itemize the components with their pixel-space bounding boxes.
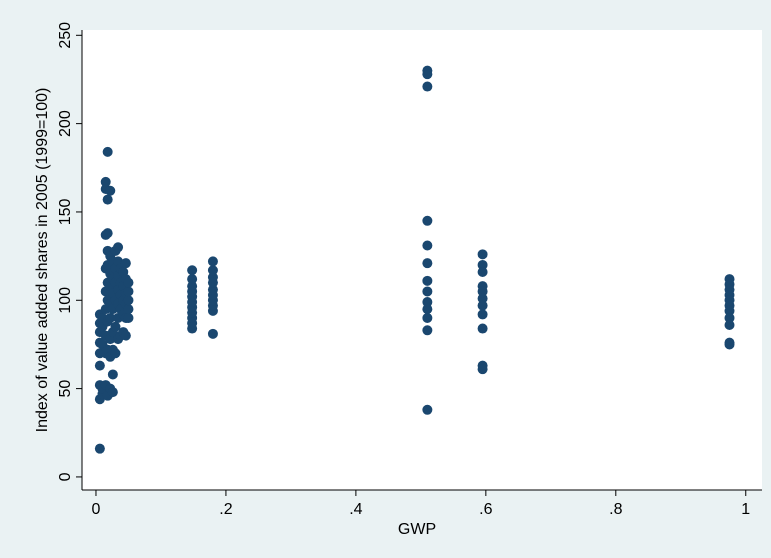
point: [123, 312, 134, 323]
point: [422, 81, 433, 92]
x-tick-label: .8: [609, 501, 622, 518]
point: [422, 404, 433, 415]
point: [94, 443, 105, 454]
y-tick-label: 100: [57, 287, 74, 314]
x-tick-label: .4: [349, 501, 362, 518]
point: [102, 228, 113, 239]
point: [477, 293, 488, 304]
point: [187, 281, 198, 292]
x-tick-label: 0: [92, 501, 101, 518]
point: [207, 272, 218, 283]
point: [102, 146, 113, 157]
point: [724, 339, 735, 350]
point: [100, 176, 111, 187]
point: [422, 69, 433, 80]
x-tick-label: .6: [479, 501, 492, 518]
point: [422, 304, 433, 315]
point: [105, 312, 116, 323]
point: [477, 259, 488, 270]
point: [422, 215, 433, 226]
point: [123, 277, 134, 288]
point: [105, 185, 116, 196]
point: [94, 360, 105, 371]
point: [477, 309, 488, 320]
x-axis-title: GWP: [398, 521, 436, 538]
point: [422, 325, 433, 336]
point: [207, 256, 218, 267]
point: [107, 387, 118, 398]
point: [110, 348, 121, 359]
point: [422, 286, 433, 297]
point: [110, 321, 121, 332]
point: [724, 312, 735, 323]
point: [102, 194, 113, 205]
x-tick-label: 1: [741, 501, 750, 518]
y-tick-label: 50: [57, 380, 74, 398]
point: [207, 328, 218, 339]
y-tick-label: 150: [57, 199, 74, 226]
point: [422, 258, 433, 269]
point: [422, 240, 433, 251]
point: [477, 323, 488, 334]
point: [113, 242, 124, 253]
point: [477, 286, 488, 297]
point: [123, 304, 134, 315]
point: [187, 265, 198, 276]
point: [422, 275, 433, 286]
point: [207, 284, 218, 295]
y-axis-title: Index of value added shares in 2005 (199…: [34, 88, 51, 433]
point: [477, 267, 488, 278]
point: [123, 286, 134, 297]
y-tick-label: 200: [57, 110, 74, 137]
y-tick-label: 250: [57, 22, 74, 49]
point: [724, 320, 735, 331]
point: [724, 305, 735, 316]
point: [477, 249, 488, 260]
point: [422, 297, 433, 308]
point: [207, 265, 218, 276]
point: [187, 274, 198, 285]
point: [123, 295, 134, 306]
point: [422, 312, 433, 323]
point: [477, 364, 488, 375]
point: [120, 258, 131, 269]
x-tick-label: .2: [219, 501, 232, 518]
point: [107, 369, 118, 380]
point: [120, 330, 131, 341]
plot-area: [82, 30, 762, 490]
point: [477, 300, 488, 311]
y-tick-label: 0: [57, 472, 74, 481]
